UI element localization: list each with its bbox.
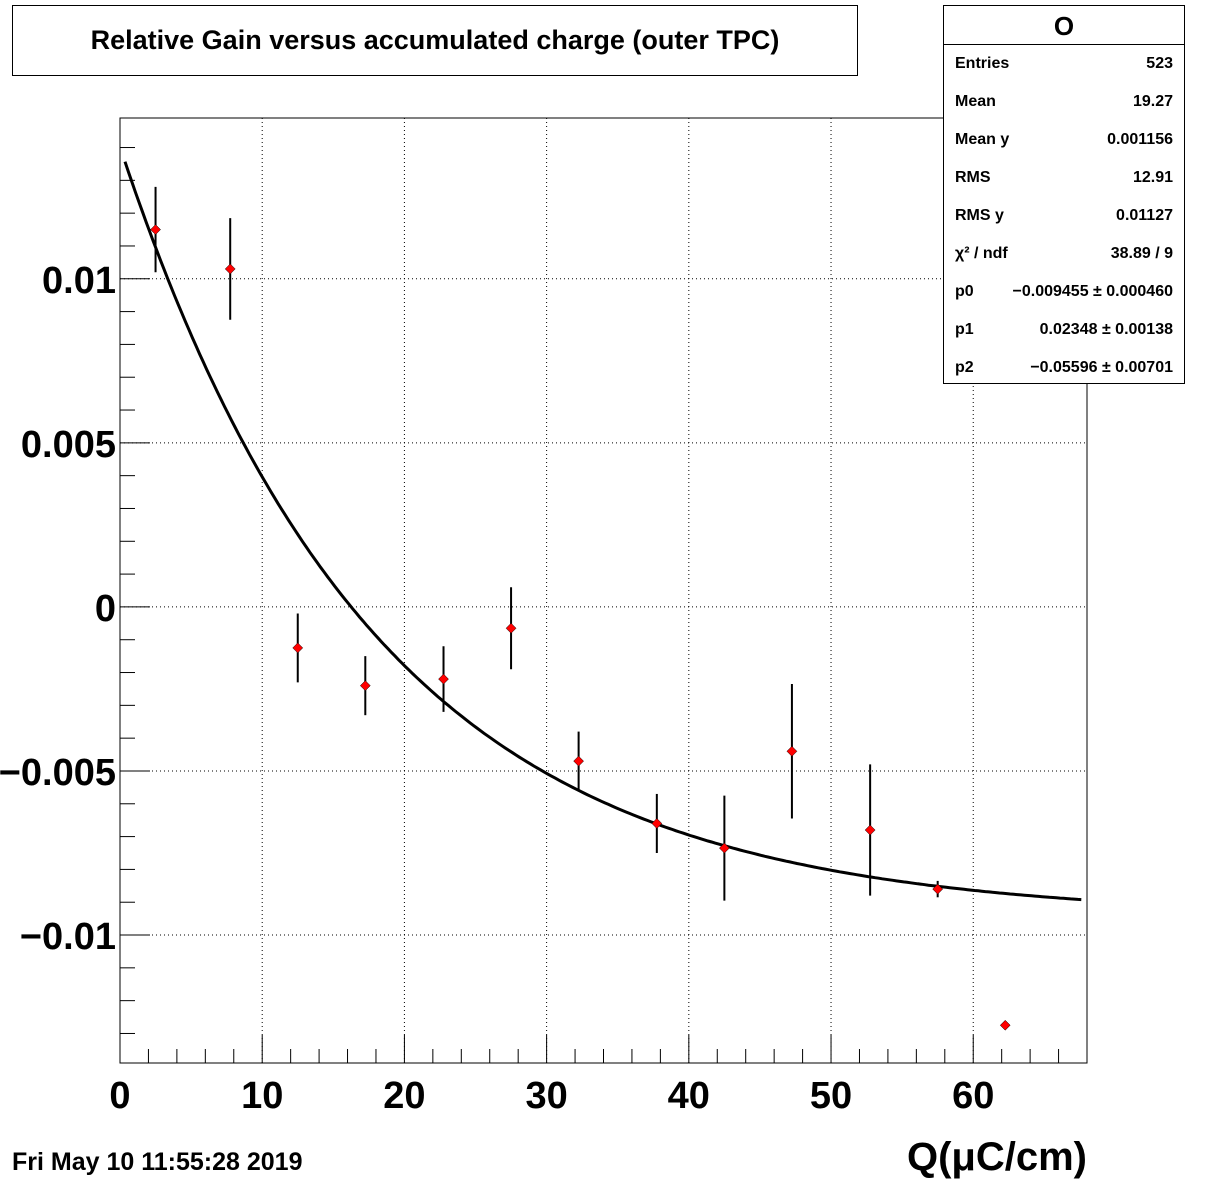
stats-label: Mean y	[955, 131, 1010, 148]
stats-value: 19.27	[1132, 93, 1173, 110]
x-tick-label: 60	[952, 1075, 994, 1117]
data-point	[719, 842, 730, 854]
stats-label: Entries	[955, 55, 1010, 72]
stats-value: 0.001156	[1107, 131, 1173, 148]
stats-value: 38.89 / 9	[1110, 245, 1173, 262]
stats-label: χ² / ndf	[955, 245, 1008, 262]
data-point	[359, 680, 371, 692]
data-point	[651, 818, 663, 829]
x-tick-label: 20	[383, 1075, 425, 1117]
data-points	[150, 186, 1011, 1031]
x-tick-label: 0	[109, 1075, 130, 1117]
stats-box: O Entries 523 Mean 19.27 Mean y 0.001156…	[943, 5, 1185, 384]
x-tick-label: 30	[525, 1075, 567, 1117]
y-tick-label: −0.005	[0, 752, 116, 794]
stats-label: p0	[955, 283, 974, 300]
data-point	[292, 642, 304, 654]
x-axis-label: Q(μC/cm)	[907, 1135, 1087, 1179]
data-point	[864, 824, 876, 836]
data-point	[224, 263, 236, 275]
fit-curve	[123, 161, 1082, 902]
data-point	[786, 745, 798, 757]
data-point	[438, 673, 449, 685]
stats-row-mean: Mean 19.27	[944, 83, 1184, 121]
stats-value: 0.01127	[1116, 207, 1173, 224]
grid-lines	[120, 118, 1087, 1063]
x-tick-label: 10	[241, 1075, 283, 1117]
chart-title: Relative Gain versus accumulated charge …	[12, 5, 858, 76]
stats-value: 0.02348 ± 0.00138	[1039, 321, 1173, 338]
data-point	[999, 1019, 1011, 1031]
stats-box-name: O	[944, 6, 1184, 45]
stats-value: −0.009455 ± 0.000460	[1012, 283, 1173, 300]
data-point	[150, 224, 161, 235]
fit-curve-group	[123, 161, 1082, 902]
stats-value: 12.91	[1132, 169, 1173, 186]
stats-label: RMS	[955, 169, 991, 186]
data-point	[505, 622, 517, 634]
timestamp: Fri May 10 11:55:28 2019	[12, 1148, 303, 1176]
data-point	[932, 883, 944, 895]
x-tick-label: 40	[668, 1075, 710, 1117]
y-tick-label: 0	[95, 588, 116, 630]
stats-label: p1	[955, 321, 974, 338]
data-point	[573, 755, 584, 767]
x-tick-label: 50	[810, 1075, 852, 1117]
stats-label: p2	[955, 359, 974, 376]
stats-row-p0: p0 −0.009455 ± 0.000460	[944, 273, 1184, 311]
stats-row-p2: p2 −0.05596 ± 0.00701	[944, 349, 1184, 387]
stats-value: 523	[1146, 55, 1173, 72]
plot-frame	[119, 117, 1088, 1064]
stats-row-entries: Entries 523	[944, 45, 1184, 83]
stats-label: Mean	[955, 93, 996, 110]
y-tick-label: 0.01	[42, 260, 116, 302]
stats-row-rms: RMS 12.91	[944, 159, 1184, 197]
y-tick-label: 0.005	[21, 424, 116, 466]
axis-ticks	[119, 147, 1088, 1063]
stats-row-rms-y: RMS y 0.01127	[944, 197, 1184, 235]
stats-row-chi2: χ² / ndf 38.89 / 9	[944, 235, 1184, 273]
y-tick-label: −0.01	[20, 916, 116, 958]
stats-label: RMS y	[955, 207, 1004, 224]
stats-row-mean-y: Mean y 0.001156	[944, 121, 1184, 159]
stats-value: −0.05596 ± 0.00701	[1030, 359, 1173, 376]
tick-labels: 0 10 20 30 40 50 60 0.01 0.005 0 −0.005 −0.01	[0, 260, 994, 1117]
stats-row-p1: p1 0.02348 ± 0.00138	[944, 311, 1184, 349]
